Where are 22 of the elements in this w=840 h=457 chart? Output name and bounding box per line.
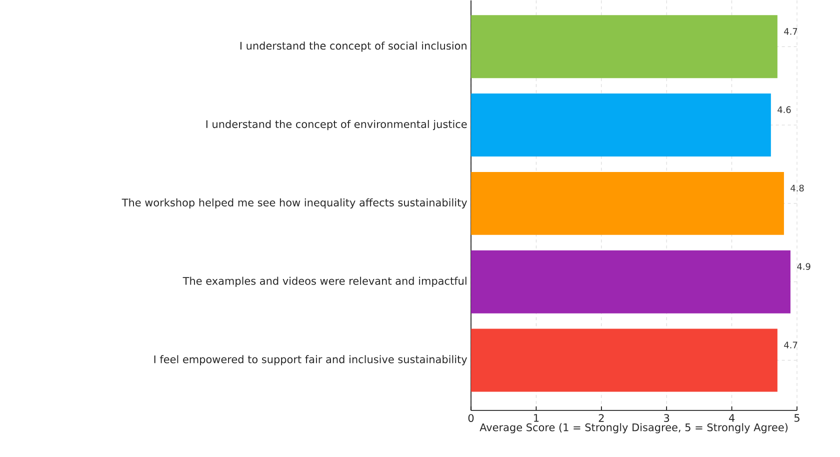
y-tick-label: The examples and videos were relevant and impactful (182, 276, 466, 287)
data-label: 4.6 (778, 106, 791, 113)
bar (471, 14, 778, 78)
data-label: 4.7 (784, 342, 798, 348)
y-tick-label: I understand the concept of social inclusion (240, 41, 466, 52)
x-tick-label: 2 (598, 414, 604, 422)
x-tick-label: 3 (664, 414, 670, 422)
x-tick-label: 0 (468, 414, 474, 422)
y-tick-label: I understand the concept of environmental justice (206, 120, 467, 130)
data-label: 4.7 (784, 28, 798, 35)
bar (471, 328, 778, 392)
x-axis-title: Average Score (1 = Strongly Disagree, 5 = Strongly Agree) (480, 422, 788, 434)
bar (471, 250, 790, 314)
y-tick-label: The workshop helped me see how inequality affects sustainability (122, 198, 468, 208)
bar (471, 172, 784, 235)
bar (471, 93, 771, 156)
data-label: 4.9 (797, 262, 810, 270)
x-tick-label: 4 (728, 414, 735, 422)
data-label: 4.8 (790, 184, 804, 192)
x-tick-label: 1 (534, 414, 539, 422)
y-tick-label: I feel empowered to support fair and inclusive sustainability (154, 354, 468, 366)
x-tick-label: 5 (794, 414, 800, 422)
